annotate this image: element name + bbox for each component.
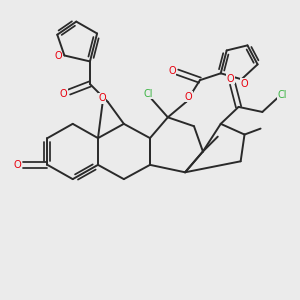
Text: Cl: Cl (143, 88, 153, 98)
Text: Cl: Cl (277, 90, 287, 100)
Text: O: O (54, 51, 62, 61)
Text: O: O (168, 66, 176, 76)
Text: O: O (226, 74, 234, 84)
Text: O: O (14, 160, 21, 170)
Text: O: O (98, 93, 106, 103)
Text: O: O (60, 88, 68, 98)
Text: O: O (185, 92, 193, 101)
Text: O: O (240, 79, 248, 89)
